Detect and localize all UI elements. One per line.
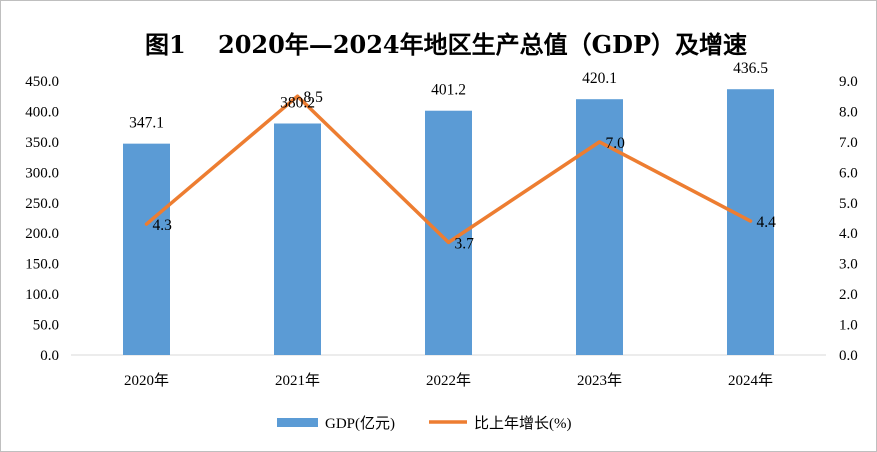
gdp-data-label: 420.1 <box>582 70 617 87</box>
y-left-tick-label: 400.0 <box>25 104 59 120</box>
y-left-tick-label: 200.0 <box>25 226 59 242</box>
y-right-tick-label: 4.0 <box>839 226 858 242</box>
y-left-tick-label: 250.0 <box>25 196 59 212</box>
growth-data-label: 7.0 <box>606 135 626 152</box>
growth-point <box>447 240 450 244</box>
growth-point <box>749 219 752 223</box>
gdp-bar <box>123 143 170 355</box>
legend-label-gdp: GDP(亿元) <box>325 415 395 432</box>
x-tick-label: 2020年 <box>124 372 169 389</box>
y-left-tick-label: 450.0 <box>25 74 59 90</box>
growth-data-label: 8.5 <box>304 89 324 106</box>
y-right-tick-label: 7.0 <box>839 135 858 151</box>
growth-data-label: 3.7 <box>455 235 475 252</box>
y-left-tick-label: 0.0 <box>40 348 59 364</box>
chart-title: 图1 2020年—2024年地区生产总值（GDP）及增速 <box>145 30 747 59</box>
y-left-tick-label: 150.0 <box>25 257 59 273</box>
y-right-tick-label: 8.0 <box>839 104 858 120</box>
line-series <box>144 94 753 245</box>
y-left-tick-label: 350.0 <box>25 135 59 151</box>
y-right-tick-label: 2.0 <box>839 287 858 303</box>
y-right-tick-label: 6.0 <box>839 165 858 181</box>
y-left-tick-label: 300.0 <box>25 165 59 181</box>
y-right-tick-label: 3.0 <box>839 257 858 273</box>
y-left-tick-label: 50.0 <box>33 318 59 334</box>
y-right-tick-label: 0.0 <box>839 348 858 364</box>
x-tick-label: 2023年 <box>577 372 622 389</box>
data-labels: 347.1 380.2 401.2 420.1 436.5 4.3 8.5 3.7 7.0 4.4 <box>129 60 776 252</box>
growth-data-label: 4.3 <box>153 217 173 234</box>
gdp-data-label: 436.5 <box>733 60 768 77</box>
growth-data-label: 4.4 <box>757 214 777 231</box>
x-tick-label: 2022年 <box>426 372 471 389</box>
growth-point <box>598 140 601 144</box>
gdp-data-label: 380.2 <box>280 95 315 112</box>
gdp-data-label: 347.1 <box>129 115 164 132</box>
x-tick-label: 2024年 <box>728 372 773 389</box>
gdp-bar <box>274 123 321 355</box>
y-right-tick-label: 1.0 <box>839 318 858 334</box>
legend-swatch-gdp <box>277 418 318 427</box>
axes: 0.0 50.0 100.0 150.0 200.0 250.0 300.0 350.0 400… <box>25 74 858 389</box>
gdp-data-label: 401.2 <box>431 82 466 99</box>
legend: GDP(亿元) 比上年增长(%) <box>277 415 572 432</box>
y-right-tick-label: 5.0 <box>839 196 858 212</box>
legend-label-growth: 比上年增长(%) <box>474 415 572 432</box>
growth-point <box>296 94 299 98</box>
growth-point <box>145 222 148 226</box>
x-tick-label: 2021年 <box>275 372 320 389</box>
y-right-tick-label: 9.0 <box>839 74 858 90</box>
y-left-tick-label: 100.0 <box>25 287 59 303</box>
bar-series <box>123 89 774 355</box>
